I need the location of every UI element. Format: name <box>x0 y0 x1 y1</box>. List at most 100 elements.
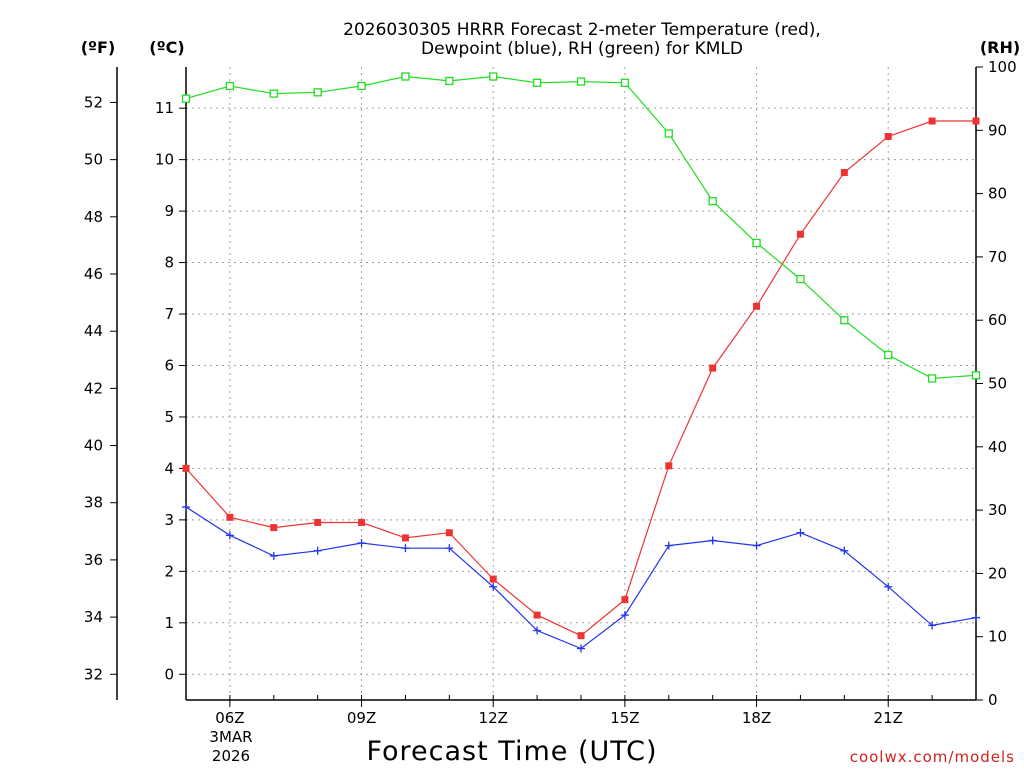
celsius-tick-label: 9 <box>164 202 174 220</box>
dewpoint-point <box>840 546 849 555</box>
dewpoint-point <box>225 531 234 540</box>
temperature-point <box>182 464 190 472</box>
dewpoint-point <box>357 539 366 548</box>
dewpoint-point <box>445 544 454 553</box>
rh-point <box>401 72 410 81</box>
credit-text: coolwx.com/models <box>850 748 1015 766</box>
celsius-tick-label: 8 <box>164 254 174 272</box>
tick-labels: 0123456789101132343638404244464850520102… <box>84 58 1017 727</box>
date-label-line1: 3MAR <box>209 728 252 746</box>
dewpoint-point <box>577 644 585 653</box>
temperature-point <box>489 575 497 583</box>
rh-tick-label: 80 <box>988 185 1007 203</box>
rh-point <box>840 316 849 325</box>
rh-tick-label: 10 <box>988 628 1007 646</box>
fahrenheit-tick-label: 38 <box>84 494 103 512</box>
temperature-point <box>665 462 673 470</box>
fahrenheit-tick-label: 34 <box>84 608 103 626</box>
fahrenheit-tick-label: 40 <box>84 437 103 455</box>
temperature-point <box>928 117 936 125</box>
x-tick-label: 21Z <box>874 709 903 727</box>
temperature-point <box>753 302 761 310</box>
fahrenheit-tick-label: 46 <box>84 265 103 283</box>
temperature-point <box>270 524 278 532</box>
rh-tick-label: 100 <box>988 58 1017 76</box>
temperature-point <box>621 596 629 604</box>
x-tick-label: 06Z <box>215 709 244 727</box>
rh-tick-label: 20 <box>988 564 1007 582</box>
temperature-point <box>709 364 717 372</box>
rh-tick-label: 30 <box>988 501 1007 519</box>
celsius-tick-label: 2 <box>164 562 174 580</box>
dewpoint-point <box>401 544 410 553</box>
rh-tick-label: 70 <box>988 248 1007 266</box>
rh-tick-label: 50 <box>988 375 1007 393</box>
dewpoint-point <box>269 551 278 560</box>
rh-point <box>620 78 630 87</box>
fahrenheit-tick-label: 42 <box>84 379 103 397</box>
celsius-tick-label: 3 <box>164 511 174 529</box>
temperature-point <box>577 632 585 640</box>
temperature-point <box>314 518 322 526</box>
temperature-point <box>401 534 409 542</box>
data-series <box>181 72 981 653</box>
fahrenheit-axis-unit: (ºF) <box>81 38 116 57</box>
dewpoint-point <box>533 626 542 635</box>
dewpoint-point <box>182 503 190 512</box>
celsius-axis-unit: (ºC) <box>149 38 184 57</box>
dewpoint-point <box>489 582 498 591</box>
temperature-point <box>358 518 366 526</box>
fahrenheit-tick-label: 36 <box>84 551 103 569</box>
dewpoint-point <box>708 536 717 545</box>
x-tick-label: 09Z <box>347 709 376 727</box>
x-tick-label: 18Z <box>742 709 771 727</box>
temperature-point <box>445 529 453 537</box>
fahrenheit-tick-label: 44 <box>84 322 103 340</box>
axes <box>110 66 983 707</box>
fahrenheit-tick-label: 50 <box>84 151 103 169</box>
rh-point <box>664 129 673 138</box>
rh-point <box>445 76 454 86</box>
celsius-tick-label: 5 <box>164 408 174 426</box>
rh-point <box>884 350 893 360</box>
rh-point <box>796 274 805 284</box>
fahrenheit-tick-label: 52 <box>84 93 103 111</box>
celsius-tick-label: 6 <box>164 356 174 374</box>
x-axis-label: Forecast Time (UTC) <box>366 736 657 767</box>
x-tick-label: 15Z <box>610 709 639 727</box>
celsius-tick-label: 7 <box>164 305 174 323</box>
celsius-tick-label: 0 <box>164 665 174 683</box>
rh-point <box>752 238 761 248</box>
rh-point <box>489 72 498 81</box>
temperature-point <box>884 132 892 140</box>
rh-point <box>313 88 322 97</box>
celsius-tick-label: 11 <box>155 99 174 117</box>
dewpoint-point <box>928 621 937 630</box>
chart-title: 2026030305 HRRR Forecast 2-meter Tempera… <box>343 20 821 40</box>
rh-point <box>532 78 542 87</box>
rh-tick-label: 90 <box>988 121 1007 139</box>
rh-tick-label: 60 <box>988 311 1007 329</box>
celsius-tick-label: 4 <box>164 459 174 477</box>
fahrenheit-tick-label: 32 <box>84 665 103 683</box>
dewpoint-point <box>313 546 322 555</box>
rh-point <box>971 371 981 380</box>
dewpoint-point <box>972 613 980 622</box>
temperature-point <box>796 230 804 238</box>
rh-point <box>927 374 937 383</box>
rh-tick-label: 0 <box>988 691 998 709</box>
celsius-tick-label: 10 <box>155 151 174 169</box>
temperature-point <box>226 513 234 521</box>
chart-subtitle: Dewpoint (blue), RH (green) for KMLD <box>421 39 743 59</box>
dewpoint-point <box>752 541 761 550</box>
temperature-point <box>972 117 980 125</box>
temperature-point <box>840 169 848 176</box>
dewpoint-point <box>620 611 629 620</box>
rh-point <box>225 81 235 91</box>
temperature-point <box>533 611 541 619</box>
rh-tick-label: 40 <box>988 438 1007 456</box>
dewpoint-point <box>884 582 893 591</box>
fahrenheit-tick-label: 48 <box>84 208 103 226</box>
date-label-line2: 2026 <box>212 747 250 765</box>
